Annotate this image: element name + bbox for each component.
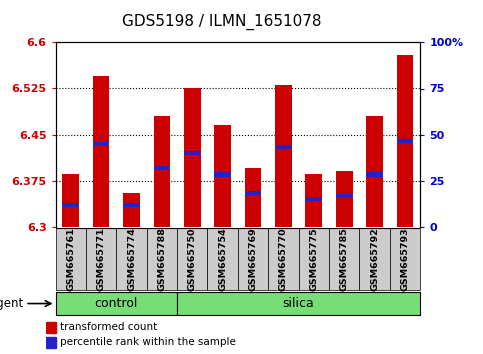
Text: GSM665754: GSM665754 (218, 228, 227, 291)
Bar (268, 228, 298, 290)
Bar (62, 203, 79, 207)
Bar (93, 142, 110, 146)
Bar (359, 228, 390, 290)
Text: GSM665769: GSM665769 (249, 227, 257, 291)
Text: GDS5198 / ILMN_1651078: GDS5198 / ILMN_1651078 (122, 14, 322, 30)
Bar (208, 228, 238, 290)
Bar (116, 228, 147, 290)
Bar (336, 194, 353, 198)
Text: GSM665770: GSM665770 (279, 228, 288, 291)
Bar (184, 151, 200, 155)
Bar (390, 228, 420, 290)
Bar (184, 88, 200, 227)
Bar (329, 228, 359, 290)
Bar (214, 125, 231, 227)
Bar (62, 175, 79, 227)
Text: GSM665788: GSM665788 (157, 227, 167, 291)
Bar (154, 116, 170, 227)
Text: GSM665761: GSM665761 (66, 227, 75, 291)
Text: agent: agent (0, 297, 24, 310)
Bar (275, 85, 292, 227)
Text: GSM665775: GSM665775 (309, 228, 318, 291)
Bar (93, 76, 110, 227)
Bar (214, 172, 231, 177)
Text: percentile rank within the sample: percentile rank within the sample (60, 337, 236, 347)
Bar (238, 228, 268, 290)
Text: control: control (95, 297, 138, 310)
Bar (275, 145, 292, 149)
Bar (245, 168, 261, 227)
Bar (305, 197, 322, 201)
Bar (366, 116, 383, 227)
Bar (123, 193, 140, 227)
Bar (366, 172, 383, 177)
Bar (56, 292, 177, 315)
Bar (298, 228, 329, 290)
Text: GSM665774: GSM665774 (127, 227, 136, 291)
Bar (177, 228, 208, 290)
Bar (177, 292, 420, 315)
Bar (86, 228, 116, 290)
Bar (56, 228, 86, 290)
Bar (147, 228, 177, 290)
Bar (123, 203, 140, 207)
Bar (397, 138, 413, 143)
Text: GSM665792: GSM665792 (370, 227, 379, 291)
Text: transformed count: transformed count (60, 322, 157, 332)
Bar (305, 175, 322, 227)
Bar (46, 321, 56, 333)
Bar (336, 171, 353, 227)
Bar (154, 166, 170, 170)
Text: silica: silica (283, 297, 314, 310)
Text: GSM665771: GSM665771 (97, 227, 106, 291)
Bar (46, 337, 56, 348)
Text: GSM665793: GSM665793 (400, 228, 410, 291)
Text: GSM665750: GSM665750 (188, 228, 197, 291)
Bar (397, 55, 413, 227)
Text: GSM665785: GSM665785 (340, 227, 349, 291)
Bar (245, 191, 261, 195)
